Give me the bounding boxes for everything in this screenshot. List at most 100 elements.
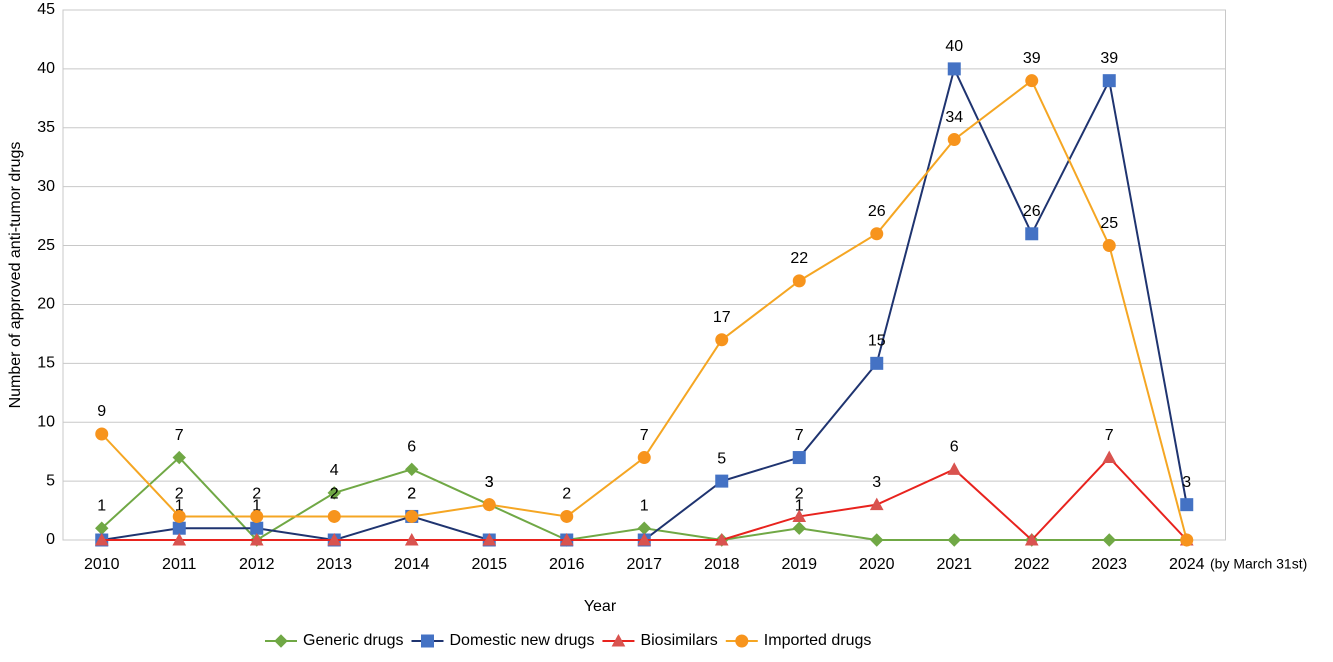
legend-label: Generic drugs — [303, 632, 404, 649]
marker — [421, 634, 434, 648]
data-label: 2 — [407, 486, 416, 503]
marker — [715, 474, 729, 488]
x-tick-label: 2014 — [394, 556, 430, 573]
data-label: 1 — [97, 497, 106, 514]
y-tick-label: 30 — [37, 178, 55, 195]
data-label: 7 — [175, 427, 184, 444]
y-tick-label: 15 — [37, 355, 55, 372]
data-label: 3 — [872, 474, 881, 491]
marker — [637, 532, 652, 546]
data-label: 4 — [330, 462, 339, 479]
marker — [404, 532, 419, 546]
data-label: 1 — [795, 497, 804, 514]
data-label: 2 — [795, 486, 804, 503]
marker — [405, 462, 419, 477]
data-label: 6 — [950, 439, 959, 456]
marker — [947, 462, 962, 475]
data-label: 1 — [640, 497, 649, 514]
data-label: 1 — [175, 497, 184, 514]
y-tick-label: 5 — [46, 472, 55, 489]
data-label: 15 — [868, 333, 886, 350]
data-label: 3 — [485, 474, 494, 491]
marker — [327, 532, 342, 546]
marker — [559, 532, 574, 546]
marker — [250, 509, 264, 523]
marker — [715, 333, 729, 347]
marker — [637, 521, 651, 535]
marker — [1102, 239, 1116, 253]
data-label: 9 — [97, 403, 106, 420]
data-label: 25 — [1100, 215, 1118, 232]
data-label: 2 — [330, 486, 339, 503]
marker — [870, 356, 884, 370]
legend-label: Domestic new drugs — [450, 632, 595, 649]
x-tick-label: 2013 — [316, 556, 352, 573]
y-tick-label: 10 — [37, 413, 55, 430]
y-tick-label: 0 — [46, 531, 55, 548]
data-label: 2 — [252, 486, 261, 503]
y-tick-label: 40 — [37, 60, 55, 77]
marker — [1102, 450, 1117, 464]
marker — [870, 227, 884, 241]
y-tick-label: 35 — [37, 119, 55, 136]
marker — [637, 451, 651, 465]
marker — [274, 634, 288, 648]
data-label: 7 — [640, 427, 649, 444]
data-label: 7 — [795, 427, 804, 444]
data-label: 2 — [407, 486, 416, 503]
legend-label: Imported drugs — [764, 632, 872, 649]
marker — [947, 133, 961, 147]
x-tick-label: 2011 — [162, 556, 197, 573]
marker — [172, 532, 187, 546]
marker — [482, 498, 496, 512]
data-label: 6 — [407, 439, 416, 456]
marker — [947, 62, 961, 76]
y-tick-label: 20 — [37, 296, 55, 313]
data-label: 40 — [945, 38, 963, 55]
series-line — [101, 79, 1188, 541]
y-tick-label: 45 — [37, 1, 55, 18]
data-label: 39 — [1100, 50, 1118, 67]
marker — [792, 521, 806, 535]
marker — [482, 532, 497, 546]
marker — [1180, 498, 1194, 512]
marker — [792, 509, 807, 522]
x-axis-title: Year — [584, 598, 617, 615]
legend-item: Generic drugs — [265, 632, 404, 649]
marker — [735, 634, 749, 648]
y-tick-label: 25 — [37, 237, 55, 254]
marker — [792, 274, 806, 288]
marker — [172, 521, 186, 535]
x-tick-label: 2024 — [1169, 556, 1205, 573]
marker — [172, 450, 186, 465]
marker — [172, 509, 186, 523]
marker — [947, 533, 961, 547]
marker — [1025, 227, 1039, 241]
marker — [1025, 74, 1039, 88]
marker — [714, 532, 729, 546]
data-label: 1 — [252, 497, 261, 514]
marker — [870, 533, 884, 547]
x-tick-label: 2020 — [859, 556, 895, 573]
legend-item: Biosimilars — [602, 632, 718, 649]
x-tick-label: 2018 — [704, 556, 740, 573]
data-label: 3 — [485, 474, 494, 491]
data-label: 17 — [713, 309, 731, 326]
data-label: 22 — [790, 250, 808, 267]
data-label: 34 — [945, 109, 963, 126]
data-label: 7 — [1105, 427, 1114, 444]
marker — [1102, 74, 1116, 88]
marker — [560, 509, 574, 523]
x-tick-label: 2010 — [84, 556, 120, 573]
data-label: 3 — [1182, 474, 1191, 491]
marker — [327, 509, 341, 523]
annotation: (by March 31st) — [1210, 556, 1307, 572]
x-tick-label: 2012 — [239, 556, 275, 573]
x-tick-label: 2022 — [1014, 556, 1050, 573]
marker — [611, 633, 626, 647]
x-tick-label: 2021 — [936, 556, 972, 573]
marker — [792, 451, 806, 465]
marker — [1102, 533, 1116, 547]
marker — [249, 532, 264, 546]
